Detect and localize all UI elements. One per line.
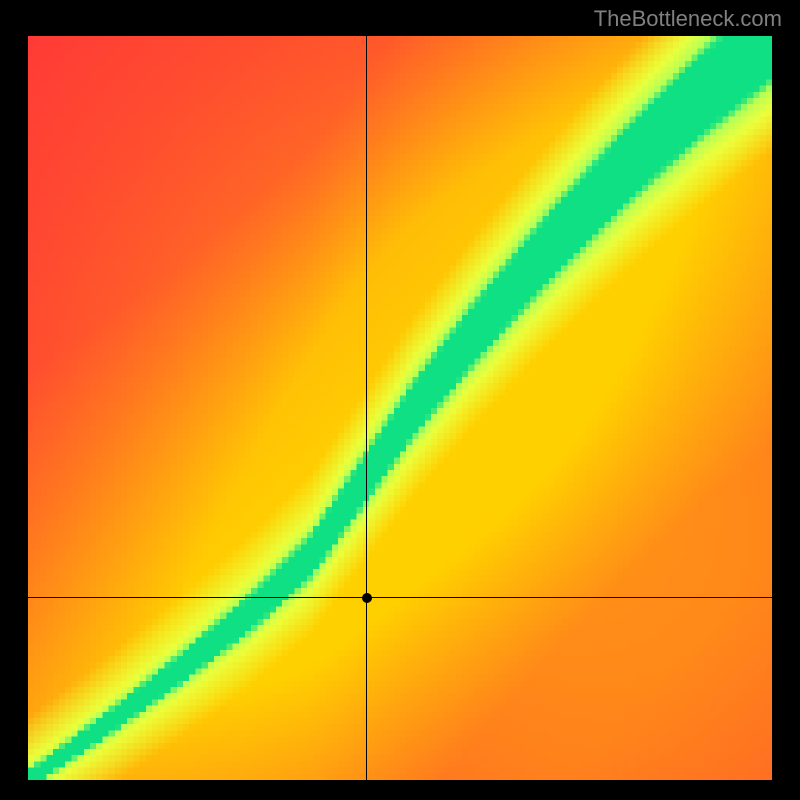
crosshair-horizontal [28, 597, 772, 598]
crosshair-vertical [366, 36, 367, 780]
chart-container: TheBottleneck.com [0, 0, 800, 800]
plot-area [28, 36, 772, 780]
watermark-text: TheBottleneck.com [594, 6, 782, 32]
heatmap-canvas [28, 36, 772, 780]
crosshair-marker [362, 593, 372, 603]
